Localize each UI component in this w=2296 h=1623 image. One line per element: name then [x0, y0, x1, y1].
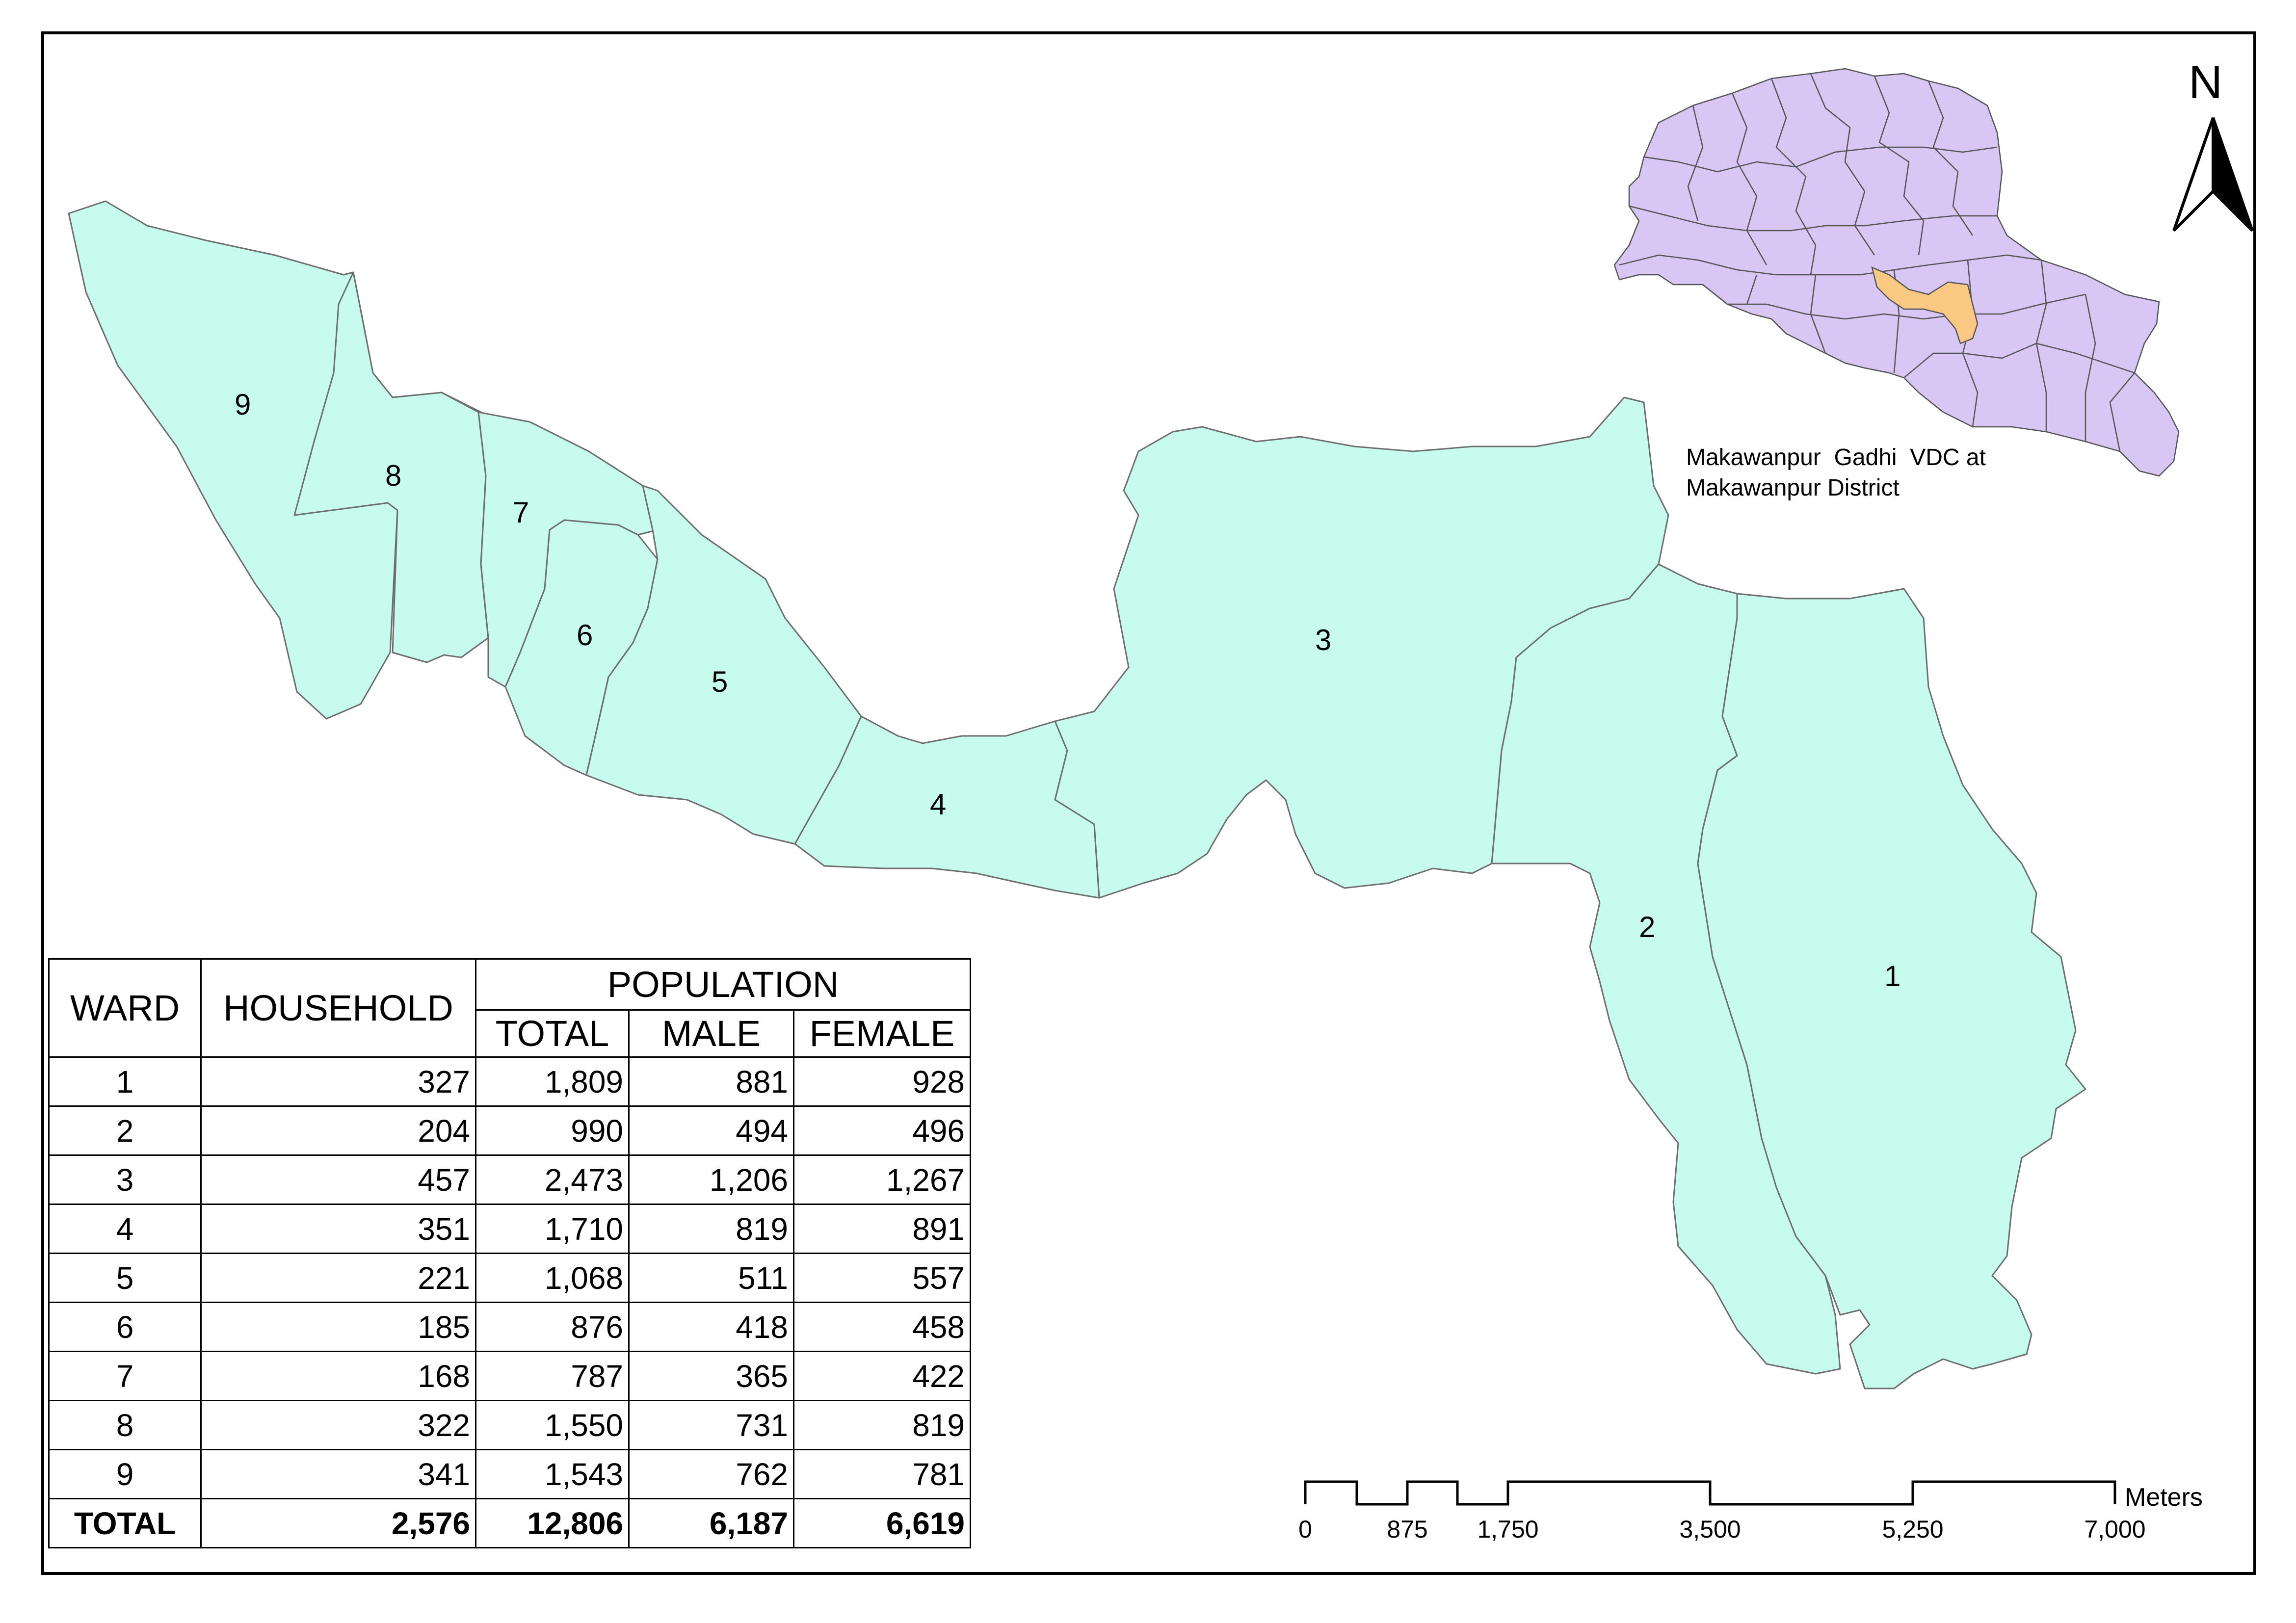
- cell-female: 1,267: [793, 1154, 971, 1205]
- ward-label-2: 2: [1639, 911, 1655, 943]
- cell-male: 731: [628, 1400, 794, 1450]
- cell-ward: 3: [48, 1154, 202, 1205]
- cell-household: 185: [200, 1302, 476, 1352]
- scale-tick-1: 875: [1387, 1516, 1428, 1543]
- cell-male: 511: [628, 1253, 794, 1303]
- ward-5-area[interactable]: [585, 485, 862, 845]
- inset-caption: Makawanpur Gadhi VDC at Makawanpur Distr…: [1686, 443, 1986, 503]
- total-household: 2,576: [200, 1498, 476, 1548]
- scale-units: Meters: [2125, 1483, 2203, 1512]
- table-row: 2 204 990 494 496: [48, 1105, 971, 1156]
- table-total-row: TOTAL 2,576 12,806 6,187 6,619: [48, 1498, 971, 1548]
- table-row: 7 168 787 365 422: [48, 1351, 971, 1401]
- total-female: 6,619: [793, 1498, 971, 1548]
- total-label: TOTAL: [48, 1498, 202, 1548]
- cell-male: 418: [628, 1302, 794, 1352]
- cell-total: 787: [475, 1351, 630, 1401]
- cell-ward: 4: [48, 1204, 202, 1254]
- district-inset-map: [1613, 68, 2180, 477]
- ward-label-6: 6: [577, 619, 593, 652]
- header-ward: WARD: [48, 958, 202, 1058]
- cell-female: 422: [793, 1351, 971, 1401]
- scale-tick-2: 1,750: [1477, 1516, 1539, 1543]
- district-outline: [1613, 68, 2180, 477]
- cell-total: 1,550: [475, 1400, 630, 1450]
- cell-household: 322: [200, 1400, 476, 1450]
- cell-household: 221: [200, 1253, 476, 1303]
- table-row: 8 322 1,550 731 819: [48, 1400, 971, 1450]
- north-arrow-icon: [2172, 117, 2254, 232]
- ward-label-1: 1: [1884, 960, 1900, 993]
- cell-ward: 9: [48, 1449, 202, 1499]
- cell-ward: 1: [48, 1056, 202, 1107]
- cell-ward: 6: [48, 1302, 202, 1352]
- cell-ward: 7: [48, 1351, 202, 1401]
- cell-total: 1,543: [475, 1449, 630, 1499]
- table-row: 1 327 1,809 881 928: [48, 1056, 971, 1107]
- ward-8-area[interactable]: [293, 271, 489, 663]
- cell-male: 1,206: [628, 1154, 794, 1205]
- cell-male: 365: [628, 1351, 794, 1401]
- cell-ward: 2: [48, 1105, 202, 1156]
- header-total: TOTAL: [475, 1009, 630, 1058]
- table-row: 3 457 2,473 1,206 1,267: [48, 1154, 971, 1205]
- ward-label-8: 8: [385, 459, 401, 492]
- cell-ward: 5: [48, 1253, 202, 1303]
- header-population: POPULATION: [475, 958, 971, 1011]
- cell-household: 457: [200, 1154, 476, 1205]
- table-row: 6 185 876 418 458: [48, 1302, 971, 1352]
- cell-female: 781: [793, 1449, 971, 1499]
- cell-total: 1,809: [475, 1056, 630, 1107]
- makawanpur-gadhi-vdc-highlight: [1871, 266, 1979, 344]
- cell-household: 341: [200, 1449, 476, 1499]
- cell-female: 928: [793, 1056, 971, 1107]
- cell-male: 494: [628, 1105, 794, 1156]
- cell-total: 876: [475, 1302, 630, 1352]
- cell-household: 204: [200, 1105, 476, 1156]
- cell-female: 496: [793, 1105, 971, 1156]
- inset-caption-line-1: Makawanpur Gadhi VDC at: [1686, 445, 1986, 471]
- scale-tick-3: 3,500: [1679, 1516, 1741, 1543]
- cell-total: 1,710: [475, 1204, 630, 1254]
- cell-ward: 8: [48, 1400, 202, 1450]
- cell-household: 327: [200, 1056, 476, 1107]
- total-male: 6,187: [628, 1498, 794, 1548]
- north-label: N: [2189, 56, 2223, 108]
- cell-male: 881: [628, 1056, 794, 1107]
- cell-household: 351: [200, 1204, 476, 1254]
- header-male: MALE: [628, 1009, 794, 1058]
- table-row: 4 351 1,710 819 891: [48, 1204, 971, 1254]
- ward-label-5: 5: [712, 665, 728, 698]
- cell-total: 2,473: [475, 1154, 630, 1205]
- cell-female: 819: [793, 1400, 971, 1450]
- table-row: 5 221 1,068 511 557: [48, 1253, 971, 1303]
- cell-total: 990: [475, 1105, 630, 1156]
- cell-male: 762: [628, 1449, 794, 1499]
- table-body: 1 327 1,809 881 928 2 204 990 494 496 3 457 2,473 1,2…: [48, 1056, 971, 1499]
- scale-tick-5: 7,000: [2084, 1516, 2146, 1543]
- cell-male: 819: [628, 1204, 794, 1254]
- scale-tick-0: 0: [1298, 1516, 1312, 1543]
- cell-total: 1,068: [475, 1253, 630, 1303]
- header-female: FEMALE: [793, 1009, 971, 1058]
- population-table: WARD HOUSEHOLD POPULATION TOTAL MALE FEM…: [48, 958, 971, 1548]
- inset-caption-line-2: Makawanpur District: [1686, 475, 1900, 501]
- cell-female: 891: [793, 1204, 971, 1254]
- scale-bar: [1304, 1480, 2116, 1506]
- cell-household: 168: [200, 1351, 476, 1401]
- ward-label-9: 9: [235, 388, 251, 421]
- ward-label-3: 3: [1315, 624, 1331, 656]
- map-frame: [41, 31, 2256, 1575]
- ward-label-7: 7: [513, 496, 529, 529]
- cell-female: 458: [793, 1302, 971, 1352]
- scale-tick-4: 5,250: [1882, 1516, 1944, 1543]
- table-row: 9 341 1,543 762 781: [48, 1449, 971, 1499]
- header-household: HOUSEHOLD: [200, 958, 476, 1058]
- cell-female: 557: [793, 1253, 971, 1303]
- total-population: 12,806: [475, 1498, 630, 1548]
- ward-1-area[interactable]: [1697, 588, 2086, 1389]
- ward-label-4: 4: [930, 788, 946, 821]
